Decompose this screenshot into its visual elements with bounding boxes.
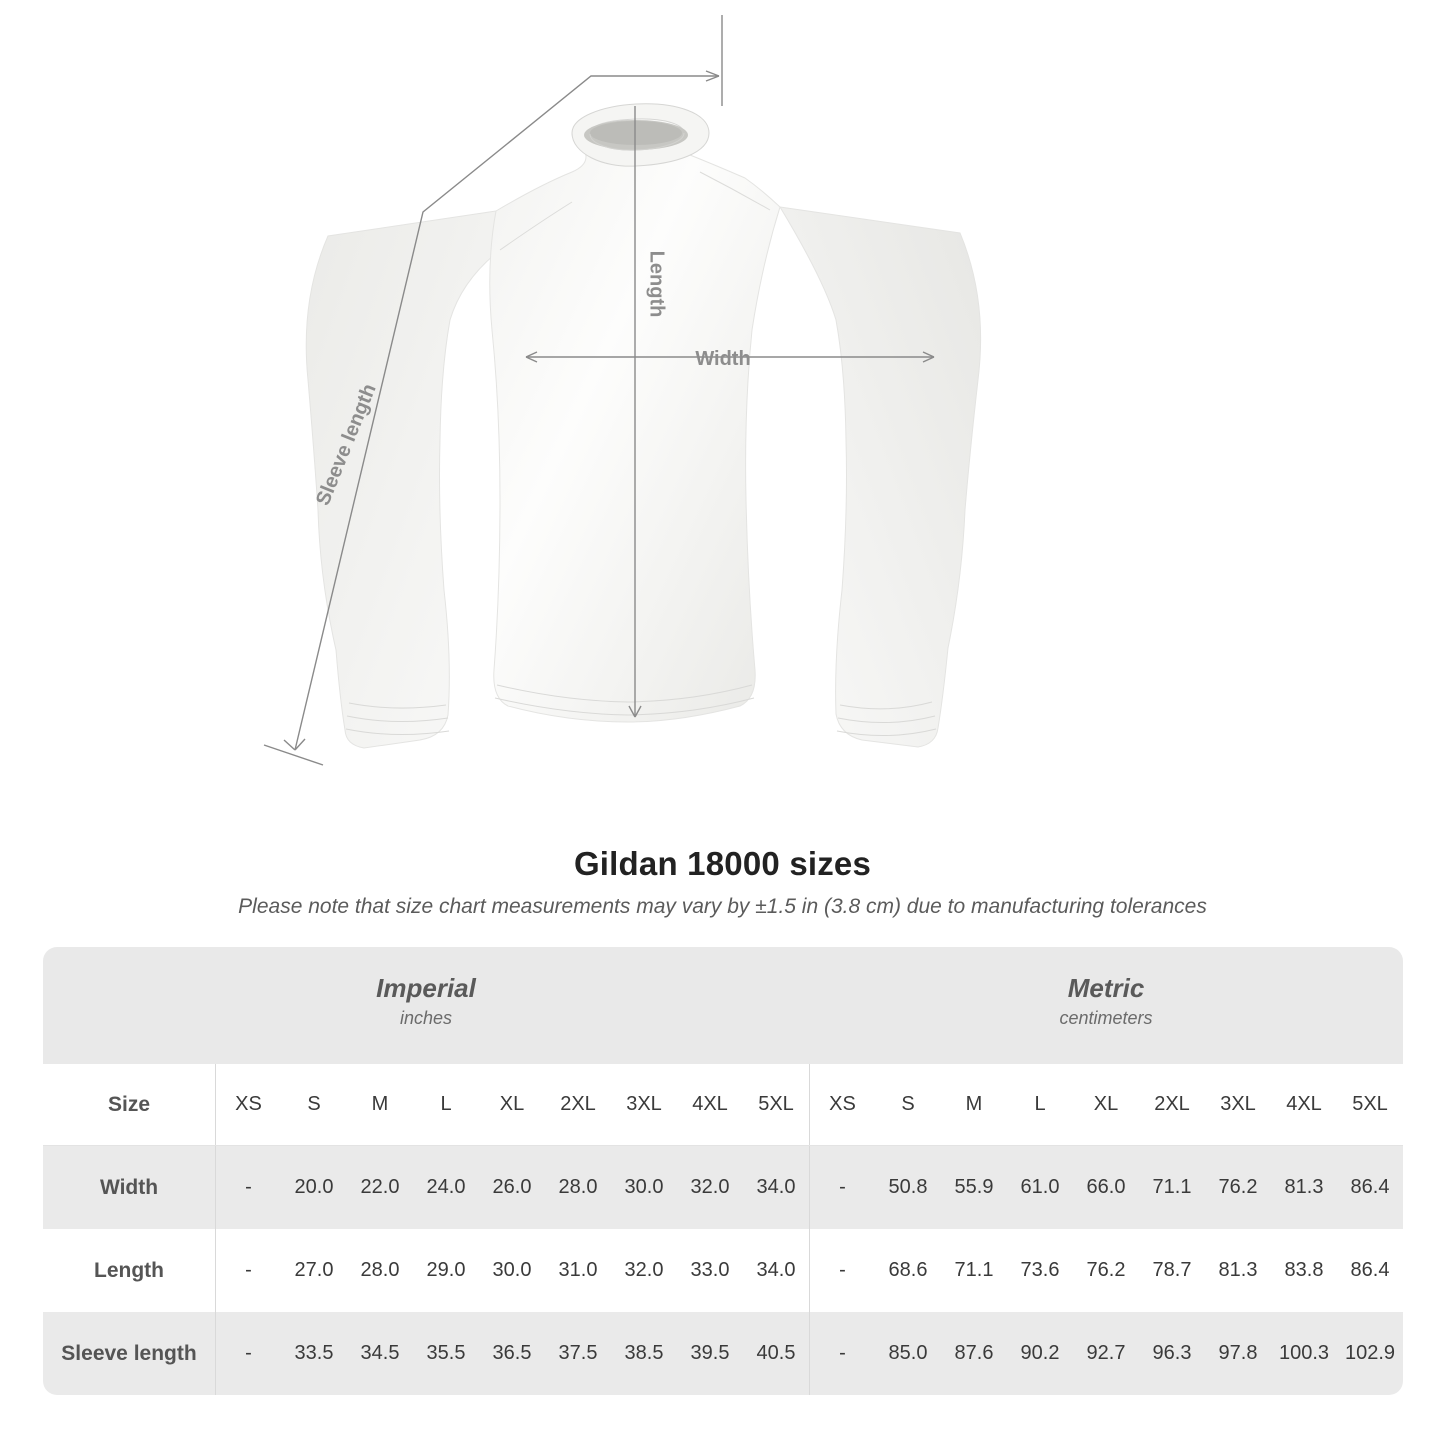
svg-text:Length: Length (646, 251, 668, 318)
svg-text:Width: Width (695, 348, 750, 370)
